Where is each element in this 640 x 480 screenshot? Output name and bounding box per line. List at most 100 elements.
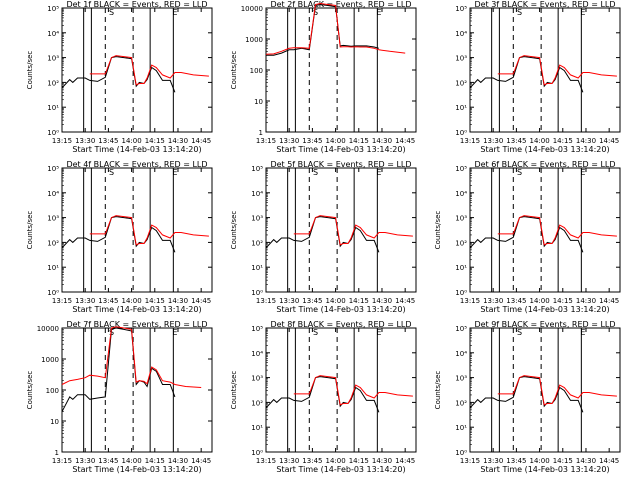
y-tick-label: 10² bbox=[455, 79, 467, 87]
series-lld bbox=[497, 375, 617, 406]
y-tick-label: 10⁴ bbox=[47, 30, 59, 38]
y-tick-label: 10⁴ bbox=[251, 190, 263, 198]
x-tick-label: 13:15 bbox=[460, 137, 480, 145]
x-tick-label: 14:00 bbox=[121, 457, 141, 465]
x-tick-label: 14:00 bbox=[529, 457, 549, 465]
x-axis-label: Start Time (14-Feb-03 13:14:20) bbox=[276, 145, 405, 154]
x-tick-label: 14:15 bbox=[349, 297, 369, 305]
x-tick-label: 13:30 bbox=[279, 137, 299, 145]
y-tick-label: 10³ bbox=[455, 375, 467, 383]
y-tick-label: 1 bbox=[259, 129, 263, 137]
y-tick-label: 10⁰ bbox=[47, 289, 59, 297]
panel-det-9: Det 9f BLACK = Events, RED = LLD 10⁰ 10¹ 10… bbox=[434, 320, 621, 474]
panel-det-2: Det 2f BLACK = Events, RED = LLD 1 10 100 10… bbox=[230, 0, 417, 154]
series-events bbox=[469, 216, 584, 253]
series-lld bbox=[497, 55, 617, 86]
panel-title: Det 3f BLACK = Events, RED = LLD bbox=[474, 0, 615, 9]
marker-e: E bbox=[580, 328, 585, 337]
y-axis-label: Counts/sec bbox=[26, 51, 34, 90]
y-tick-label: 10² bbox=[455, 399, 467, 407]
y-axis-label: Counts/sec bbox=[230, 211, 238, 250]
y-tick-label: 10⁵ bbox=[455, 165, 467, 173]
marker-s: S bbox=[313, 168, 318, 177]
y-tick-label: 10000 bbox=[37, 325, 59, 333]
y-tick-label: 1000 bbox=[41, 356, 59, 364]
y-axis-label: Counts/sec bbox=[434, 211, 442, 250]
y-tick-label: 10⁵ bbox=[251, 165, 263, 173]
y-tick-label: 10¹ bbox=[455, 104, 467, 112]
y-axis-label: Counts/sec bbox=[230, 371, 238, 410]
panel-title: Det 2f BLACK = Events, RED = LLD bbox=[270, 0, 411, 9]
y-axis-label: Counts/sec bbox=[434, 371, 442, 410]
x-tick-label: 13:30 bbox=[279, 297, 299, 305]
x-tick-label: 13:45 bbox=[506, 297, 526, 305]
y-tick-label: 1000 bbox=[245, 36, 263, 44]
y-tick-label: 10² bbox=[251, 399, 263, 407]
panel-det-7: Det 7f BLACK = Events, RED = LLD 1 10 100 10… bbox=[26, 320, 213, 474]
x-tick-label: 14:15 bbox=[553, 297, 573, 305]
x-tick-label: 14:30 bbox=[168, 297, 188, 305]
marker-s: S bbox=[109, 8, 114, 17]
x-tick-label: 13:15 bbox=[256, 297, 276, 305]
x-tick-label: 13:45 bbox=[302, 137, 322, 145]
x-tick-label: 13:45 bbox=[98, 297, 118, 305]
x-tick-label: 13:15 bbox=[460, 297, 480, 305]
x-tick-label: 14:00 bbox=[121, 137, 141, 145]
y-tick-label: 10 bbox=[254, 98, 263, 106]
x-tick-label: 14:30 bbox=[168, 457, 188, 465]
marker-s: S bbox=[313, 8, 318, 17]
x-axis-label: Start Time (14-Feb-03 13:14:20) bbox=[276, 305, 405, 314]
x-tick-label: 14:30 bbox=[576, 137, 596, 145]
x-tick-label: 14:45 bbox=[395, 137, 415, 145]
x-tick-label: 14:30 bbox=[372, 457, 392, 465]
y-tick-label: 100 bbox=[250, 67, 263, 75]
panel-det-6: Det 6f BLACK = Events, RED = LLD 10⁰ 10¹ 10… bbox=[434, 160, 621, 314]
series-lld bbox=[293, 215, 413, 246]
y-tick-label: 10⁵ bbox=[455, 5, 467, 13]
y-tick-label: 10¹ bbox=[251, 424, 263, 432]
y-tick-label: 10³ bbox=[251, 215, 263, 223]
marker-e: E bbox=[376, 328, 381, 337]
y-tick-label: 10² bbox=[251, 239, 263, 247]
y-tick-label: 10⁰ bbox=[455, 289, 467, 297]
x-tick-label: 13:15 bbox=[52, 297, 72, 305]
y-axis-label: Counts/sec bbox=[26, 371, 34, 410]
series-lld bbox=[89, 215, 209, 246]
x-tick-label: 13:30 bbox=[75, 137, 95, 145]
plot-frame bbox=[469, 327, 621, 453]
x-tick-label: 13:30 bbox=[75, 457, 95, 465]
x-tick-label: 14:45 bbox=[191, 457, 211, 465]
x-axis-label: Start Time (14-Feb-03 13:14:20) bbox=[72, 305, 201, 314]
x-axis-label: Start Time (14-Feb-03 13:14:20) bbox=[480, 305, 609, 314]
plot-frame bbox=[61, 7, 213, 133]
y-tick-label: 10¹ bbox=[455, 424, 467, 432]
x-tick-label: 13:30 bbox=[483, 297, 503, 305]
y-tick-label: 10⁰ bbox=[251, 289, 263, 297]
x-tick-label: 14:45 bbox=[191, 297, 211, 305]
y-tick-label: 10⁴ bbox=[455, 30, 467, 38]
x-tick-label: 13:30 bbox=[75, 297, 95, 305]
series-lld bbox=[61, 326, 202, 388]
marker-s: S bbox=[517, 168, 522, 177]
x-tick-label: 14:45 bbox=[599, 457, 619, 465]
marker-e: E bbox=[376, 168, 381, 177]
x-tick-label: 13:30 bbox=[483, 137, 503, 145]
x-tick-label: 14:00 bbox=[529, 137, 549, 145]
panel-title: Det 7f BLACK = Events, RED = LLD bbox=[66, 320, 207, 329]
x-tick-label: 14:45 bbox=[599, 297, 619, 305]
plot-frame bbox=[265, 167, 417, 293]
y-tick-label: 10⁰ bbox=[251, 449, 263, 457]
series-lld bbox=[497, 215, 617, 246]
series-events bbox=[469, 376, 584, 413]
y-tick-label: 10⁵ bbox=[47, 5, 59, 13]
plot-frame bbox=[265, 7, 417, 133]
y-tick-label: 10² bbox=[47, 79, 59, 87]
y-tick-label: 10 bbox=[50, 418, 59, 426]
x-axis-label: Start Time (14-Feb-03 13:14:20) bbox=[72, 145, 201, 154]
x-tick-label: 14:30 bbox=[168, 137, 188, 145]
x-tick-label: 14:00 bbox=[121, 297, 141, 305]
x-tick-label: 14:00 bbox=[325, 297, 345, 305]
x-tick-label: 13:45 bbox=[506, 457, 526, 465]
y-tick-label: 10⁰ bbox=[455, 129, 467, 137]
